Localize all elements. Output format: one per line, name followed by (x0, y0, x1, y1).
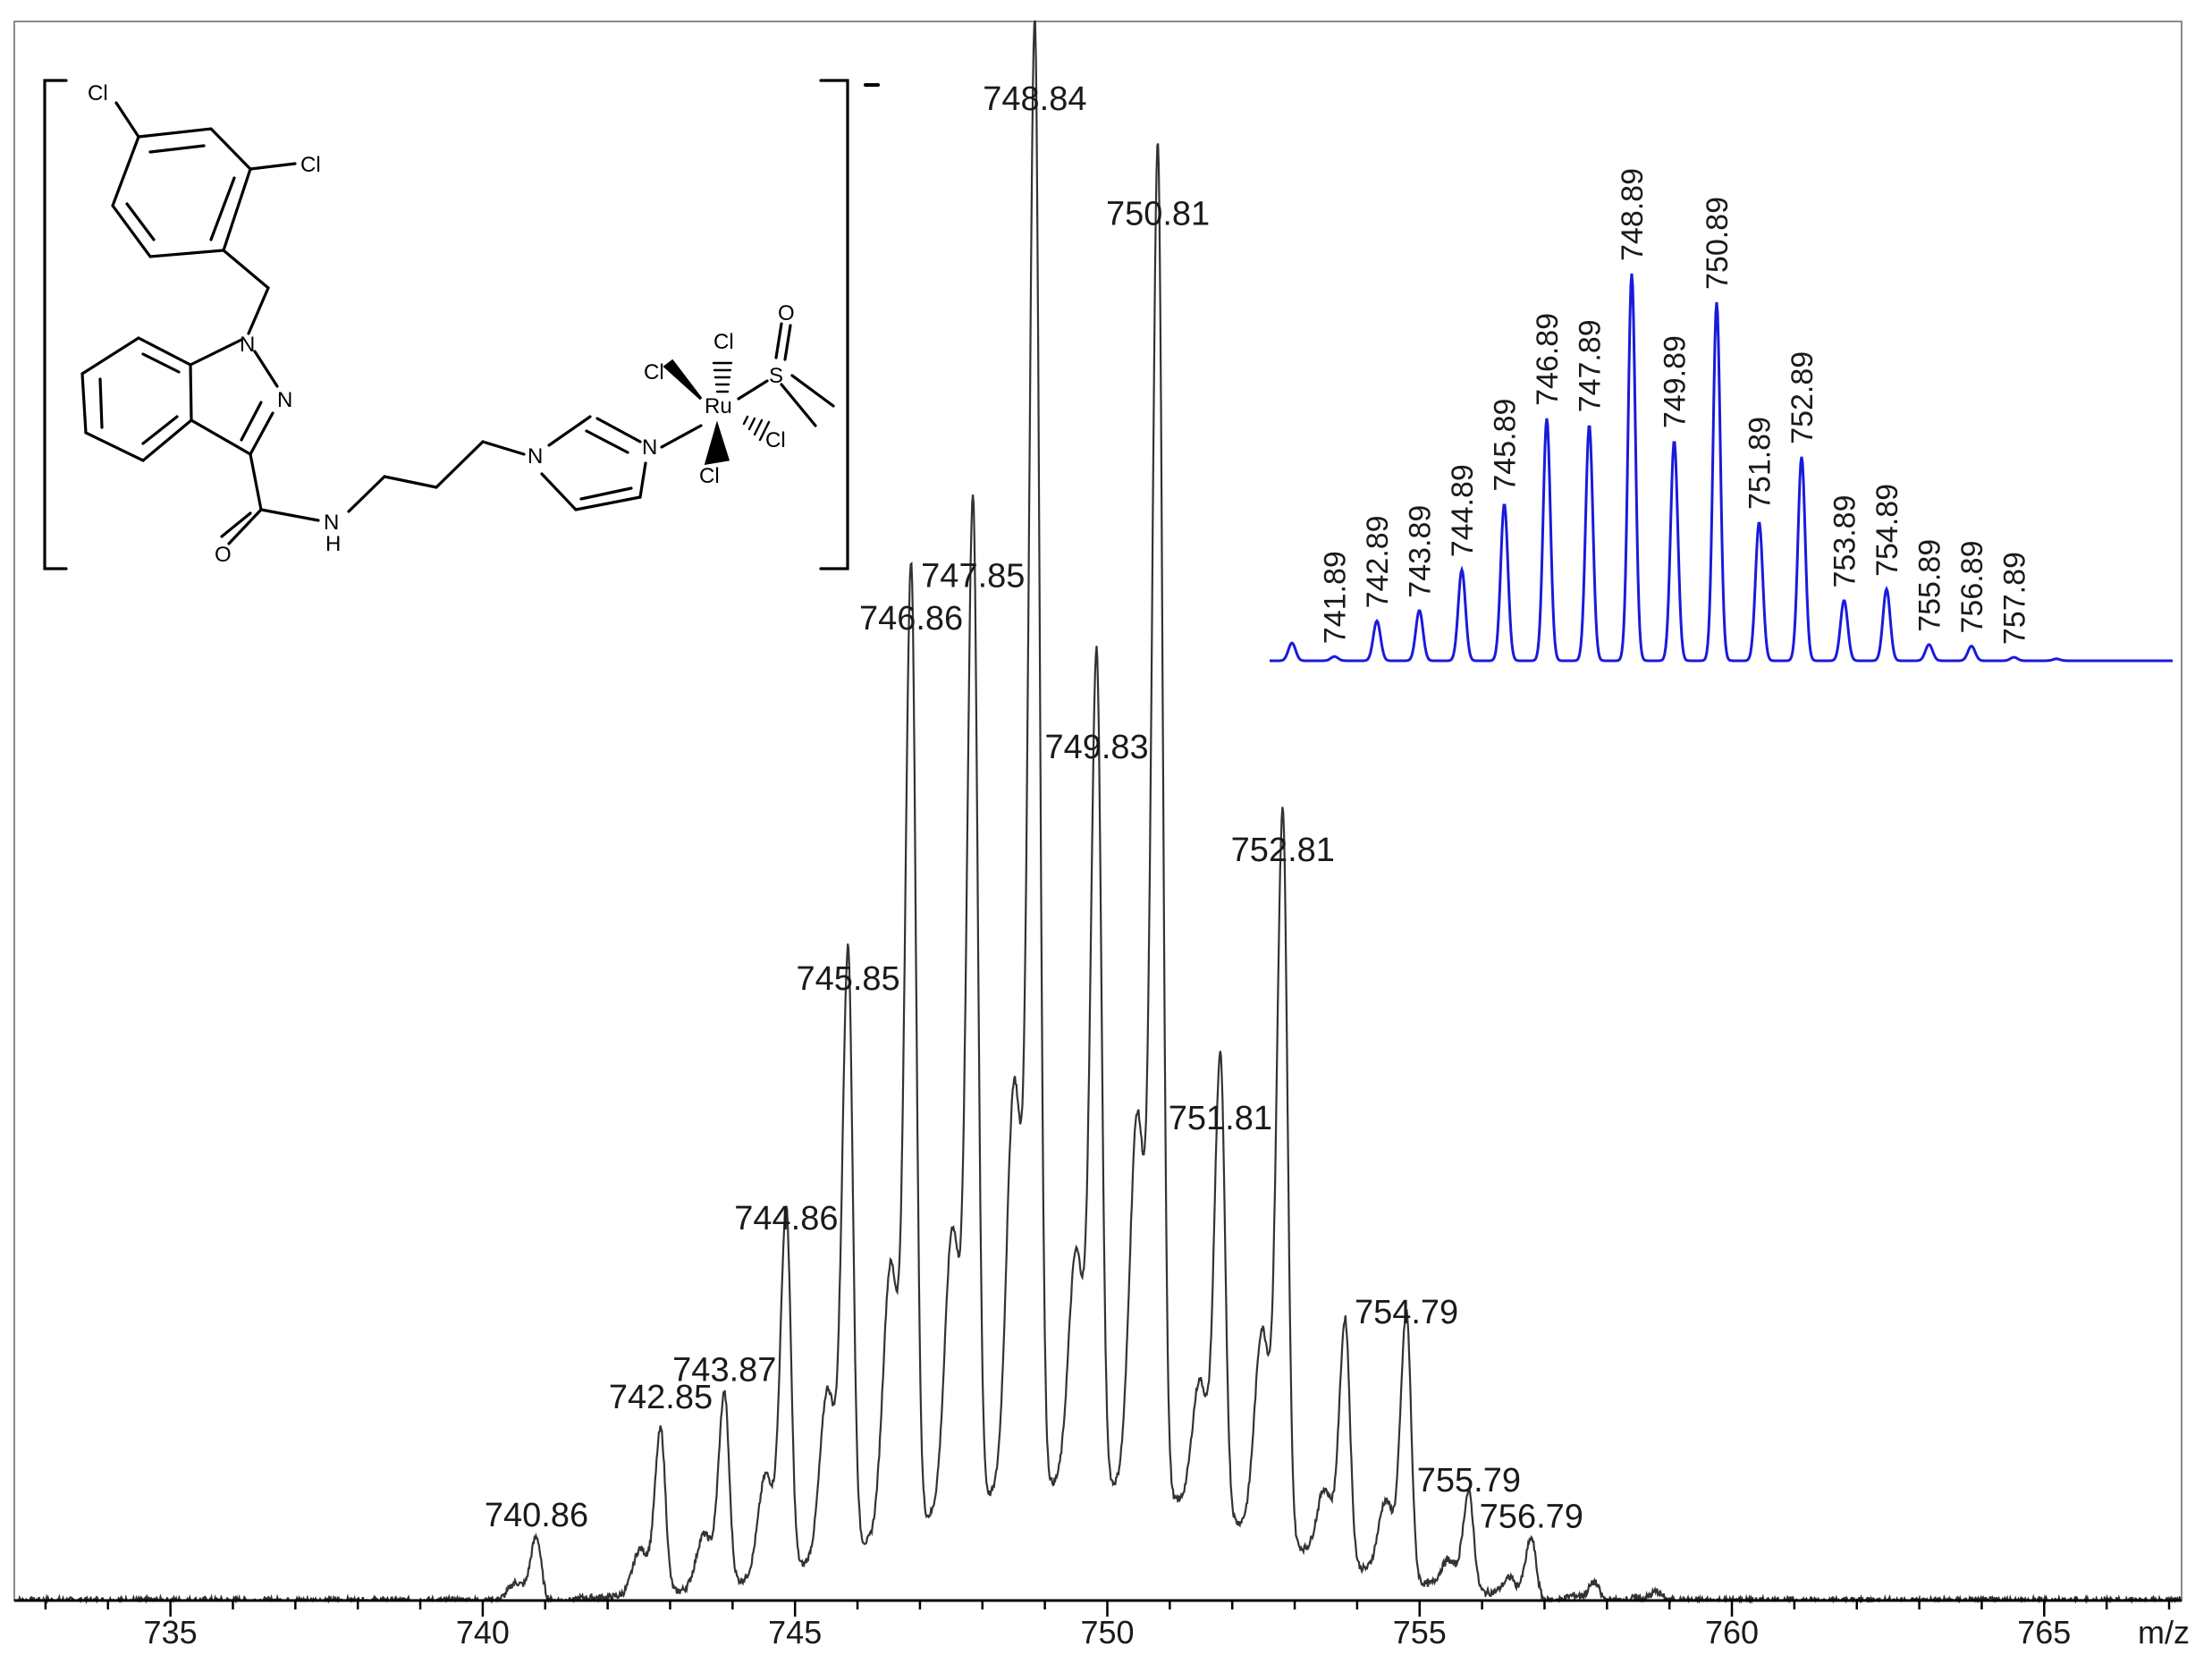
structure-atom-labels: Cl Cl N N O N H N N Ru Cl Cl Cl Cl S O (88, 81, 795, 567)
atom-cl-ru-left: Cl (644, 360, 664, 384)
plot-frame (14, 21, 2182, 1601)
measured-peak-label: 747.85 (921, 558, 1025, 595)
left-bracket (45, 80, 66, 569)
measured-peak-label: 754.79 (1355, 1294, 1458, 1331)
x-tick-label: 760 (1705, 1614, 1759, 1651)
measured-spectrum (14, 21, 2181, 1601)
measured-peak-label: 743.87 (672, 1352, 776, 1389)
simulated-peak-label: 752.89 (1786, 351, 1819, 444)
measured-peak-label: 751.81 (1169, 1100, 1272, 1137)
atom-n-imidazole-2: N (642, 435, 657, 460)
simulated-peak-label: 755.89 (1913, 539, 1947, 632)
atom-cl-top: Cl (88, 81, 108, 106)
atom-cl-ru-bottom: Cl (699, 464, 720, 488)
measured-peak-label: 740.86 (485, 1497, 588, 1534)
measured-trace-line (14, 21, 2181, 1601)
atom-ru: Ru (705, 394, 732, 418)
atom-s: S (769, 364, 783, 388)
measured-peak-label: 752.81 (1231, 832, 1335, 869)
x-tick-label: 745 (768, 1614, 822, 1651)
simulated-peak-label: 744.89 (1446, 464, 1480, 557)
atom-cl-ru-right: Cl (765, 428, 786, 452)
chemical-structure (45, 80, 878, 569)
atom-nh-h: H (325, 532, 341, 556)
atom-n1: N (240, 333, 255, 357)
atom-n2: N (277, 388, 292, 412)
simulated-peak-label: 749.89 (1659, 335, 1693, 428)
simulated-peak-label: 757.89 (1998, 552, 2032, 645)
measured-peak-label: 748.84 (983, 80, 1086, 118)
wedge-bond-bottom (706, 426, 728, 463)
hash-bond-top (713, 363, 731, 392)
right-bracket (821, 80, 848, 569)
indazole-benzene-ring (82, 338, 191, 460)
measured-peak-label: 746.86 (859, 600, 963, 638)
atom-o-amide: O (215, 543, 232, 567)
x-tick-label: 740 (456, 1614, 510, 1651)
measured-peak-label: 749.83 (1044, 729, 1148, 766)
measured-peak-label: 744.86 (734, 1200, 838, 1237)
simulated-peak-label: 748.89 (1616, 168, 1650, 261)
simulated-peak-label: 747.89 (1574, 319, 1608, 412)
simulated-peak-label: 742.89 (1361, 515, 1395, 608)
simulated-peak-label: 750.89 (1701, 197, 1735, 290)
x-tick-label: 735 (144, 1614, 198, 1651)
simulated-peak-label: 745.89 (1489, 399, 1523, 492)
measured-peak-label: 756.79 (1480, 1499, 1583, 1536)
x-axis-label: m/z (2138, 1614, 2190, 1651)
x-tick-label: 755 (1393, 1614, 1447, 1651)
atom-cl-right: Cl (300, 153, 321, 177)
measured-peak-label: 755.79 (1417, 1462, 1521, 1499)
simulated-peak-label: 751.89 (1743, 417, 1777, 510)
atom-nh-n: N (324, 511, 339, 535)
x-tick-label: 750 (1080, 1614, 1134, 1651)
simulated-peak-label: 753.89 (1828, 495, 1862, 588)
simulated-spectrum (1270, 274, 2173, 661)
measured-peak-label: 750.81 (1106, 196, 1210, 233)
simulated-trace-line (1270, 274, 2173, 661)
simulated-peak-label: 754.89 (1870, 484, 1904, 577)
atom-cl-ru-top: Cl (713, 330, 734, 354)
atom-o-sulfoxide: O (778, 301, 795, 325)
measured-peak-label: 745.85 (796, 960, 899, 998)
simulated-peak-label: 756.89 (1955, 541, 1989, 634)
simulated-peak-label: 743.89 (1404, 505, 1438, 598)
wedge-bond-left (665, 361, 701, 399)
x-tick-label: 765 (2017, 1614, 2071, 1651)
simulated-peak-label: 746.89 (1531, 313, 1565, 406)
simulated-peak-label: 741.89 (1319, 551, 1353, 644)
atom-n-imidazole-1: N (528, 444, 543, 469)
